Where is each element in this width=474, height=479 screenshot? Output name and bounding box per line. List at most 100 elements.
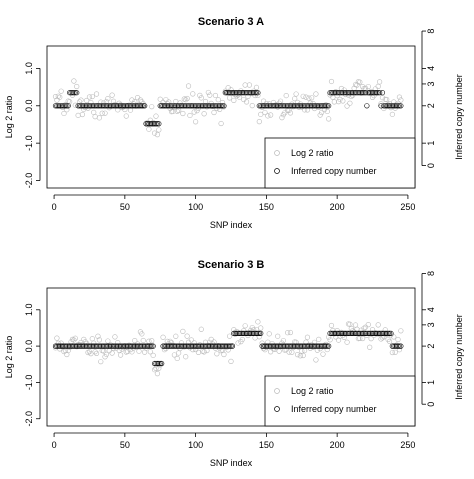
inferred-copy-number-point — [348, 90, 354, 96]
inferred-copy-number-point — [338, 90, 345, 96]
inferred-copy-number-point — [98, 343, 104, 349]
log2-ratio-point — [255, 319, 261, 325]
log2-ratio-point — [285, 330, 291, 336]
inferred-copy-number-point — [126, 343, 132, 349]
log2-ratio-point — [369, 327, 376, 333]
log2-ratio-point — [171, 105, 177, 111]
inferred-copy-number-point — [185, 103, 192, 109]
inferred-copy-number-point — [120, 343, 127, 349]
log2-ratio-point — [140, 337, 146, 344]
inferred-copy-number-point — [377, 330, 383, 336]
log2-ratio-point — [93, 350, 100, 356]
inferred-copy-number-point — [243, 90, 250, 96]
inferred-copy-number-point — [384, 330, 390, 336]
inferred-copy-number-point — [345, 330, 352, 336]
inferred-copy-number-point — [324, 343, 330, 349]
log2-ratio-point — [161, 347, 168, 353]
inferred-copy-number-point — [140, 343, 146, 349]
inferred-copy-number-point — [228, 90, 234, 96]
inferred-copy-number-point — [232, 330, 238, 336]
inferred-copy-number-point — [239, 90, 245, 96]
inferred-copy-number-point — [265, 103, 271, 109]
log2-ratio-point — [344, 339, 350, 345]
inferred-copy-number-point — [74, 343, 80, 349]
inferred-copy-number-point — [181, 343, 187, 349]
inferred-copy-number-point — [330, 90, 336, 96]
log2-ratio-point — [279, 115, 285, 121]
inferred-copy-number-point — [251, 330, 257, 336]
inferred-copy-number-point — [197, 103, 203, 109]
log2-ratio-point — [372, 86, 378, 92]
inferred-copy-number-point — [358, 330, 364, 336]
inferred-copy-number-point — [343, 90, 349, 96]
log2-ratio-point — [326, 334, 332, 340]
x-axis-label: SNP index — [210, 220, 253, 230]
log2-ratio-point — [379, 335, 386, 341]
inferred-copy-number-point — [67, 343, 73, 349]
inferred-copy-number-point — [300, 343, 306, 349]
y-tick-label: 0.0 — [24, 100, 34, 113]
log2-ratio-point — [354, 82, 360, 88]
inferred-copy-number-point — [120, 103, 127, 109]
inferred-copy-number-point — [285, 103, 291, 109]
inferred-copy-number-point — [211, 343, 217, 349]
inferred-copy-number-point — [144, 121, 151, 127]
log2-ratio-point — [146, 126, 152, 132]
log2-ratio-point — [392, 349, 398, 355]
log2-ratio-point — [344, 103, 350, 109]
legend-marker-inferred-copy-number — [274, 406, 280, 412]
log2-ratio-point — [197, 92, 203, 98]
log2-ratio-point — [302, 347, 308, 354]
inferred-copy-number-point — [348, 330, 354, 336]
log2-ratio-point — [81, 336, 87, 342]
log2-ratio-point — [252, 335, 258, 341]
legend-label-inferred-copy-number: Inferred copy number — [291, 404, 377, 414]
inferred-copy-number-point — [193, 343, 199, 349]
inferred-copy-number-point — [334, 330, 340, 336]
inferred-copy-number-point — [193, 103, 199, 109]
log2-ratio-point — [361, 325, 367, 331]
inferred-copy-number-point — [355, 330, 361, 336]
log2-ratio-point — [334, 328, 340, 334]
legend-label-log2-ratio: Log 2 ratio — [291, 148, 334, 158]
log2-ratio-point — [246, 82, 252, 88]
inferred-copy-number-point — [303, 343, 309, 349]
x-tick-label: 150 — [259, 440, 274, 450]
inferred-copy-number-point — [372, 330, 378, 336]
inferred-copy-number-point — [255, 90, 261, 96]
inferred-copy-number-point — [132, 103, 138, 109]
x-tick-label: 100 — [188, 202, 203, 212]
log2-ratio-point — [340, 98, 346, 104]
log2-ratio-point — [183, 354, 189, 360]
y-tick-label: 0.0 — [24, 340, 34, 353]
inferred-copy-number-point — [75, 103, 81, 109]
inferred-copy-number-point — [297, 103, 303, 109]
x-tick-label: 150 — [259, 202, 274, 212]
inferred-copy-number-point — [119, 343, 125, 349]
log2-ratio-point — [268, 349, 274, 355]
log2-ratio-point — [105, 338, 111, 344]
log2-ratio-point — [115, 339, 121, 346]
inferred-copy-number-point — [64, 103, 70, 109]
inferred-copy-number-point — [314, 343, 320, 349]
log2-ratio-point — [102, 110, 108, 116]
inferred-copy-number-point — [102, 343, 108, 349]
inferred-copy-number-point — [125, 343, 131, 349]
inferred-copy-number-point — [168, 343, 175, 349]
log2-ratio-point — [78, 97, 84, 103]
log2-ratio-point — [316, 336, 322, 342]
inferred-copy-number-point — [365, 330, 371, 336]
log2-ratio-point — [226, 95, 233, 101]
inferred-copy-number-point — [125, 103, 131, 109]
inferred-copy-number-point — [139, 103, 145, 109]
inferred-copy-number-point — [277, 103, 284, 109]
inferred-copy-number-point — [344, 90, 350, 96]
inferred-copy-number-point — [139, 343, 145, 349]
log2-ratio-point — [201, 111, 207, 117]
log2-ratio-point — [318, 109, 325, 116]
inferred-copy-number-point — [294, 103, 301, 109]
inferred-copy-number-point — [273, 103, 279, 109]
inferred-copy-number-point — [130, 343, 136, 349]
inferred-copy-number-point — [360, 90, 366, 96]
